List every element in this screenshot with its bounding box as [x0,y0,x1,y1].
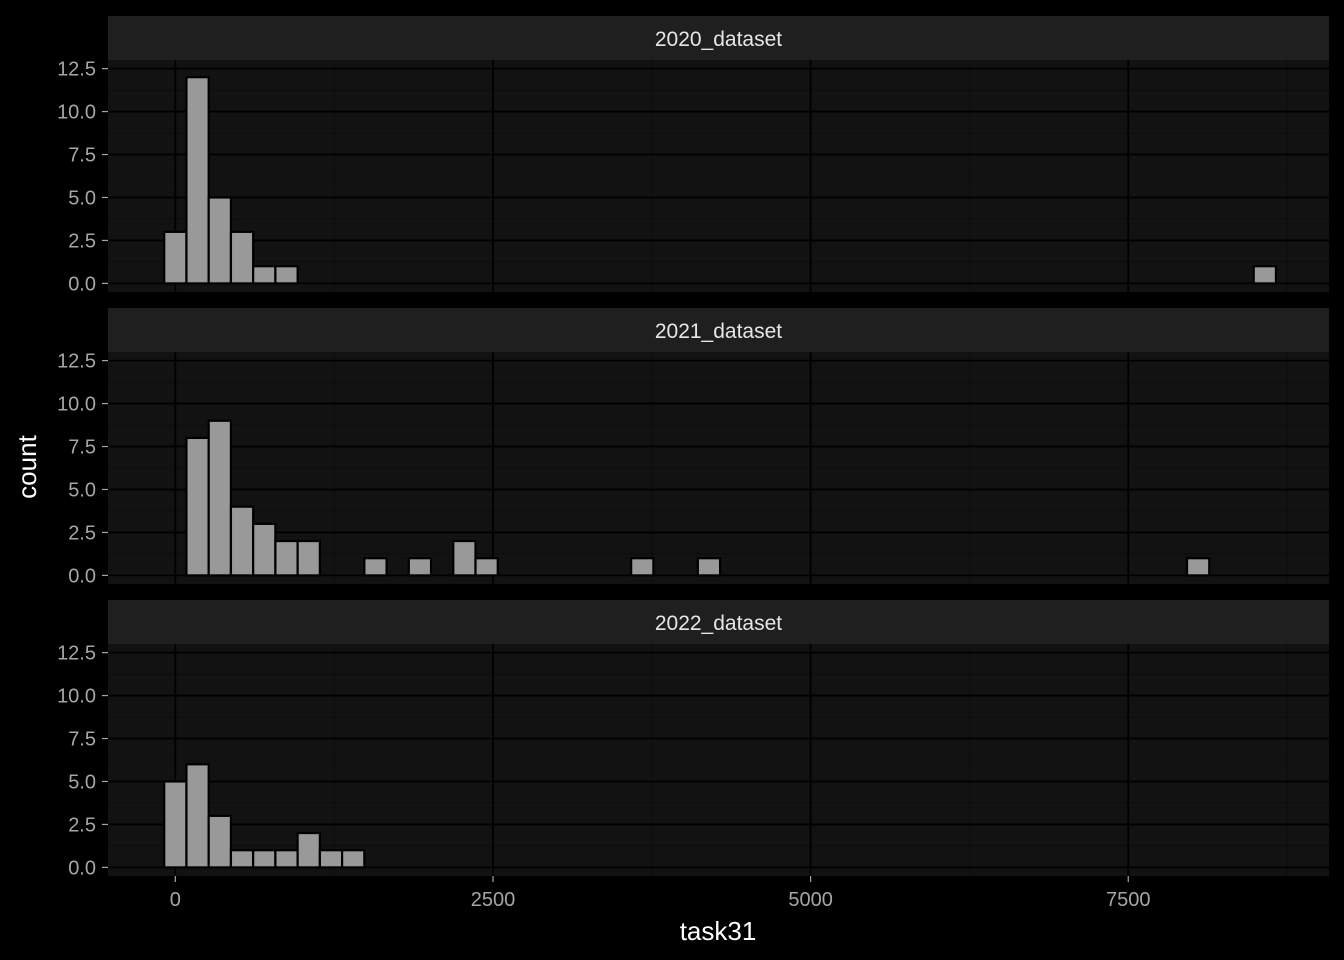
histogram-bar [474,557,499,577]
histogram-bar [696,557,722,577]
histogram-bar [274,849,299,869]
y-tick-label: 7.5 [68,437,96,459]
grid-lines [108,60,1329,292]
y-tick-label: 2.5 [68,814,96,836]
facet-strip [108,16,1329,60]
histogram-bar [252,265,277,285]
histogram-bar [185,76,210,285]
histogram-bar [274,265,299,285]
y-tick-label: 10.0 [57,102,96,124]
y-axis: 0.0 2.5 5.0 7.5 10.0 12.5 [57,59,108,295]
x-tick-label: 5000 [788,889,833,911]
facet-strip-label: 2020_dataset [655,28,782,51]
x-tick-label: 7500 [1106,889,1151,911]
histogram-bar [185,436,210,577]
histogram-bar [185,763,210,869]
y-tick-label: 12.5 [57,351,96,373]
histogram-bar [252,849,277,869]
histogram-bars [163,76,1278,285]
histogram-bar [229,505,255,577]
y-tick-label: 2.5 [68,230,96,252]
y-tick-label: 5.0 [68,771,96,793]
histogram-bar [252,522,277,577]
y-tick-label: 10.0 [57,686,96,708]
facet-strip-label: 2022_dataset [655,612,782,635]
x-tick-label: 0 [170,889,181,911]
histogram-bar [630,557,655,577]
y-tick-label: 5.0 [68,187,96,209]
y-axis: 0.0 2.5 5.0 7.5 10.0 12.5 [57,351,108,587]
facet-2022_dataset: 2022_dataset 0.0 2.5 5.0 7.5 10.0 12.5 [57,600,1329,879]
y-axis: 0.0 2.5 5.0 7.5 10.0 12.5 [57,643,108,879]
histogram-bar [207,196,233,285]
y-tick-label: 12.5 [57,643,96,665]
x-tick-label: 2500 [471,889,516,911]
histogram-bar [1252,265,1278,285]
histogram-bar [229,849,255,869]
histogram-bar [452,539,477,577]
y-tick-label: 0.0 [68,857,96,879]
histogram-bars [163,763,366,869]
y-tick-label: 7.5 [68,729,96,751]
y-tick-label: 7.5 [68,145,96,167]
histogram-bar [340,849,366,869]
histogram-bar [296,831,321,869]
y-tick-label: 12.5 [57,59,96,81]
x-axis-title: task31 [680,916,757,946]
y-tick-label: 5.0 [68,479,96,501]
histogram-bar [318,849,344,869]
histogram-bar [296,539,321,577]
facet-strip [108,308,1329,352]
grid-lines [108,644,1329,876]
histogram-bars [185,419,1211,577]
histogram-bar [163,780,188,869]
facet-2021_dataset: 2021_dataset 0.0 2.5 5.0 7.5 10.0 12.5 [57,308,1329,587]
y-axis-title: count [12,434,42,498]
x-axis: 0 2500 5000 7500 [170,876,1151,911]
histogram-bar [1185,557,1211,577]
histogram-bar [229,230,255,285]
facet-strip [108,600,1329,644]
facets-group: 2020_dataset0.02.55.07.510.012.52021_dat… [57,16,1329,879]
y-tick-label: 0.0 [68,273,96,295]
facet-2020_dataset: 2020_dataset 0.0 2.5 5.0 7.5 10.0 12.5 [57,16,1329,295]
histogram-bar [274,539,299,577]
y-tick-label: 0.0 [68,565,96,587]
histogram-bar [363,557,388,577]
grid-lines [108,352,1329,584]
y-tick-label: 10.0 [57,394,96,416]
histogram-bar [207,814,233,869]
facet-strip-label: 2021_dataset [655,320,782,343]
histogram-bar [207,419,233,577]
y-tick-label: 2.5 [68,522,96,544]
histogram-bar [163,230,188,285]
histogram-bar [407,557,433,577]
